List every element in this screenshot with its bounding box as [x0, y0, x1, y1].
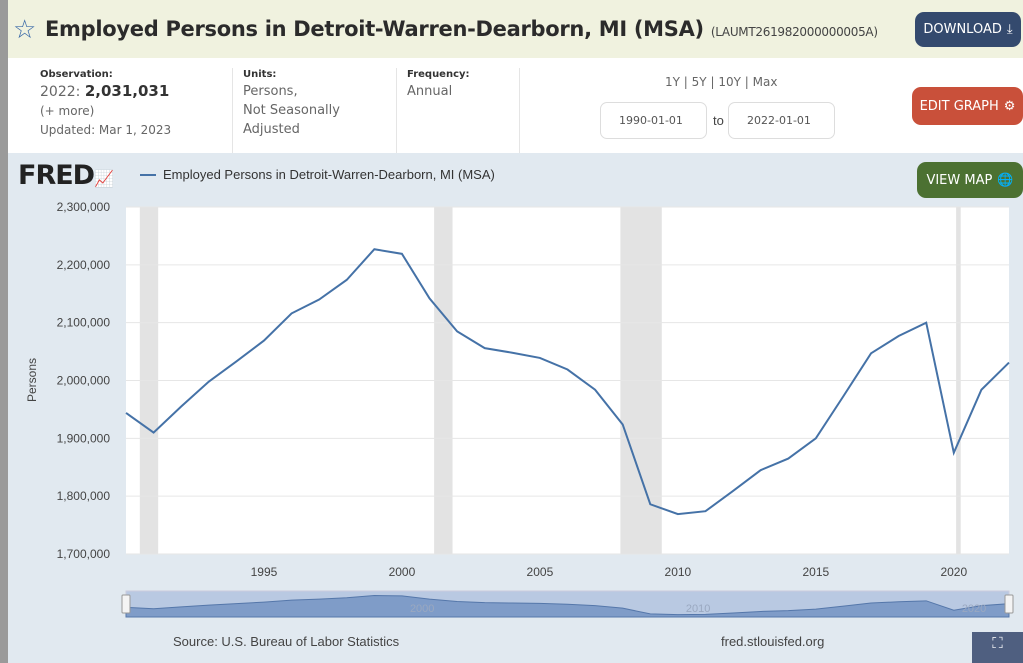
observation-value: 2,031,031 [84, 82, 170, 100]
legend-label: Employed Persons in Detroit-Warren-Dearb… [163, 167, 495, 182]
x-tick-label: 2000 [389, 565, 416, 579]
y-tick-label: 2,000,000 [57, 374, 111, 388]
y-tick-label: 2,100,000 [57, 316, 111, 330]
logo-text: FRED [18, 160, 95, 191]
sep: | [744, 75, 749, 89]
range-shortcuts: 1Y | 5Y | 10Y | Max [665, 75, 777, 89]
to-label: to [713, 113, 724, 128]
end-date-input[interactable]: 2022-01-01 [728, 102, 835, 139]
view-map-button[interactable]: VIEW MAP 🌐 [917, 162, 1023, 198]
observation-block: Observation: 2022: 2,031,031 (+ more) Up… [40, 68, 171, 140]
units-value: Not Seasonally [243, 103, 340, 118]
navigator-label: 2010 [686, 603, 710, 615]
globe-icon: 🌐 [997, 172, 1014, 188]
range-max[interactable]: Max [752, 75, 778, 89]
divider [396, 68, 397, 153]
navigator-handle[interactable] [1004, 594, 1014, 614]
observation-label: Observation: [40, 69, 113, 80]
navigator-label: 2000 [410, 603, 434, 615]
logo-graph-icon: 📈 [94, 169, 114, 188]
page-title: Employed Persons in Detroit-Warren-Dearb… [45, 17, 878, 41]
units-value: Adjusted [243, 122, 300, 137]
fred-logo: FRED📈 [18, 160, 114, 191]
x-tick-label: 2005 [527, 565, 554, 579]
edit-graph-button[interactable]: EDIT GRAPH ⚙ [912, 87, 1023, 125]
range-10y[interactable]: 10Y [718, 75, 741, 89]
series-title: Employed Persons in Detroit-Warren-Dearb… [45, 17, 704, 41]
legend: Employed Persons in Detroit-Warren-Dearb… [140, 167, 495, 182]
divider [519, 68, 520, 153]
series-id: (LAUMT261982000000005A) [710, 25, 878, 39]
y-tick-label: 2,300,000 [57, 200, 111, 214]
units-block: Units: Persons, Not Seasonally Adjusted [243, 68, 340, 139]
download-label: DOWNLOAD [923, 22, 1002, 37]
frequency-block: Frequency: Annual [407, 68, 470, 101]
updated-date: Updated: Mar 1, 2023 [40, 123, 172, 137]
series-line [125, 248, 1010, 516]
units-value: Persons, [243, 84, 298, 99]
source-text: Source: U.S. Bureau of Labor Statistics [173, 634, 400, 649]
sep: | [683, 75, 688, 89]
favorite-star-icon[interactable]: ☆ [13, 14, 37, 44]
title-bar [8, 0, 1023, 58]
sep: | [710, 75, 715, 89]
range-5y[interactable]: 5Y [691, 75, 707, 89]
frequency-value: Annual [407, 84, 453, 99]
fullscreen-button[interactable]: ⛶ [972, 632, 1023, 663]
units-label: Units: [243, 69, 277, 80]
fred-url[interactable]: fred.stlouisfed.org [721, 634, 825, 649]
navigator-label: 2020 [962, 603, 986, 615]
edit-graph-label: EDIT GRAPH [919, 98, 999, 114]
frequency-label: Frequency: [407, 69, 470, 80]
navigator-series [125, 595, 1010, 618]
more-link[interactable]: (+ more) [40, 104, 95, 118]
y-tick-label: 2,200,000 [57, 258, 111, 272]
navigator-handle[interactable] [121, 594, 131, 614]
x-tick-label: 2020 [940, 565, 967, 579]
download-icon: ⤓ [1006, 22, 1013, 37]
y-axis-label: Persons [25, 358, 39, 402]
legend-swatch [140, 173, 156, 176]
view-map-label: VIEW MAP [926, 172, 993, 188]
x-tick-label: 1995 [251, 565, 278, 579]
range-1y[interactable]: 1Y [665, 75, 680, 89]
x-tick-label: 2010 [665, 565, 692, 579]
y-tick-label: 1,900,000 [57, 431, 111, 445]
fullscreen-icon: ⛶ [992, 635, 1003, 652]
observation-date: 2022: [40, 84, 81, 100]
window-edge [0, 0, 8, 663]
y-tick-label: 1,700,000 [57, 547, 111, 561]
start-date-input[interactable]: 1990-01-01 [600, 102, 707, 139]
y-tick-label: 1,800,000 [57, 489, 111, 503]
gear-icon: ⚙ [1003, 98, 1016, 114]
download-button[interactable]: DOWNLOAD ⤓ [915, 12, 1021, 47]
divider [232, 68, 233, 153]
x-tick-label: 2015 [802, 565, 829, 579]
